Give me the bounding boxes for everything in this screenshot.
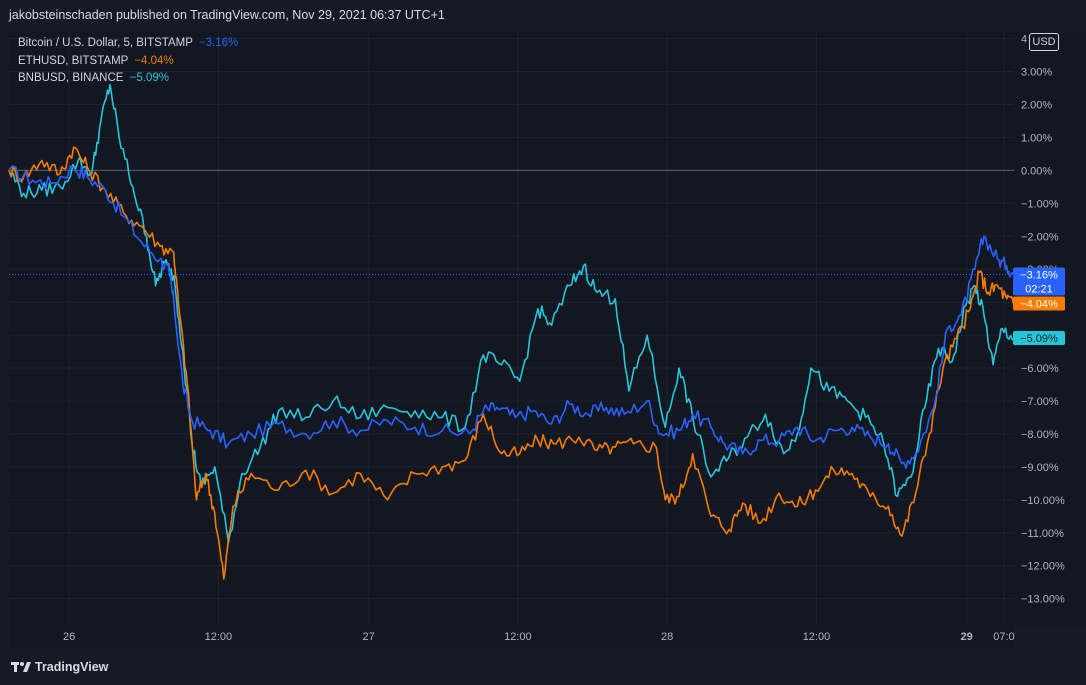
y-tick-label: 1.00%: [1021, 132, 1052, 144]
chart-legend: Bitcoin / U.S. Dollar, 5, BITSTAMP −3.16…: [18, 35, 238, 88]
series-line-eth[interactable]: [8, 146, 1015, 580]
x-tick-label: 26: [63, 631, 75, 643]
y-tick-label: −12.00%: [1021, 561, 1065, 573]
x-tick-label: 28: [661, 631, 673, 643]
y-tick-label: −8.00%: [1021, 429, 1059, 441]
y-tick-label: −13.00%: [1021, 594, 1065, 606]
footer-brand: TradingView: [35, 660, 109, 674]
y-tick-label: 0.00%: [1021, 165, 1052, 177]
series-line-btc[interactable]: [8, 165, 1015, 469]
x-tick-label: 07:0: [993, 631, 1014, 643]
x-tick-label: 12:00: [803, 631, 831, 643]
y-tick-label: −1.00%: [1021, 198, 1059, 210]
legend-name-btc: Bitcoin / U.S. Dollar, 5, BITSTAMP: [18, 37, 193, 49]
legend-name-eth: ETHUSD, BITSTAMP: [18, 54, 129, 67]
y-tick-label: −7.00%: [1021, 396, 1059, 408]
legend-row-btc[interactable]: Bitcoin / U.S. Dollar, 5, BITSTAMP −3.16…: [18, 35, 238, 53]
y-tick-label: −10.00%: [1021, 495, 1065, 507]
price-label-eth: −4.04%: [1020, 298, 1058, 310]
price-label-bnb: −5.09%: [1020, 333, 1058, 345]
x-tick-label: 12:00: [205, 631, 233, 643]
y-tick-label: −11.00%: [1021, 528, 1064, 540]
legend-change-eth: −4.04%: [134, 54, 174, 67]
tradingview-logo-icon: [11, 662, 31, 672]
x-tick-label: 27: [362, 631, 374, 643]
y-tick-label: −9.00%: [1021, 462, 1059, 474]
legend-row-bnb[interactable]: BNBUSD, BINANCE −5.09%: [18, 70, 238, 88]
y-tick-label: 4: [1021, 34, 1027, 46]
tradingview-logo[interactable]: TradingView: [11, 659, 108, 675]
legend-change-btc: −3.16%: [198, 37, 239, 49]
price-label-btc: −3.16%: [1020, 269, 1058, 281]
legend-name-bnb: BNBUSD, BINANCE: [18, 72, 124, 84]
currency-button[interactable]: USD: [1029, 33, 1059, 51]
price-countdown-btc: 02:21: [1025, 283, 1053, 295]
price-label-bnb-bg: [1013, 331, 1065, 346]
price-axis[interactable]: [1014, 32, 1086, 625]
y-tick-label: −2.00%: [1021, 231, 1059, 243]
publisher-text: jakobsteinschaden published on TradingVi…: [9, 8, 445, 22]
legend-row-eth[interactable]: ETHUSD, BITSTAMP −4.04%: [18, 53, 238, 71]
x-tick-label: 29: [961, 631, 973, 643]
series-line-bnb[interactable]: [8, 83, 1015, 544]
y-tick-label: −6.00%: [1021, 363, 1059, 375]
publisher-bar: jakobsteinschaden published on TradingVi…: [0, 0, 1086, 32]
price-label-eth-bg: [1013, 296, 1065, 311]
legend-change-bnb: −5.09%: [129, 72, 169, 84]
y-tick-label: 2.00%: [1021, 99, 1052, 111]
price-label-btc-bg: [1013, 267, 1065, 296]
y-tick-label: 3.00%: [1021, 67, 1052, 79]
x-tick-label: 12:00: [504, 631, 532, 643]
time-axis[interactable]: [9, 625, 1014, 648]
